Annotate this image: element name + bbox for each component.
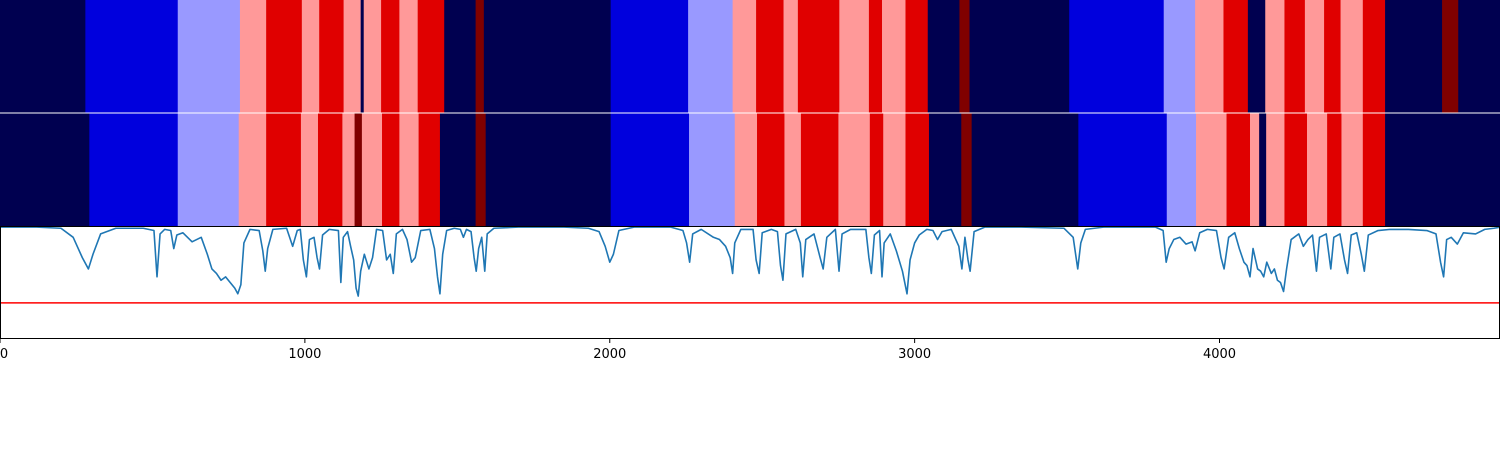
heatmap-cell-row2-2 (177, 113, 240, 226)
heatmap-cell-row1-13 (444, 0, 477, 113)
x-axis: 0 1000 2000 3000 4000 (0, 339, 1236, 362)
heatmap-cell-row2-1 (89, 113, 179, 226)
heatmap-cell-row2-7 (342, 113, 355, 226)
heatmap-cell-row1-29 (1069, 0, 1165, 113)
heatmap-cell-row2-34 (1259, 113, 1267, 226)
heatmap-cell-row2-22 (838, 113, 871, 226)
heatmap-cell-row2-25 (905, 113, 930, 226)
heatmap-cell-row1-14 (475, 0, 485, 113)
heatmap-cell-row1-9 (363, 0, 382, 113)
heatmap-cell-row2-36 (1284, 113, 1308, 226)
heatmap-cell-row1-21 (797, 0, 840, 113)
heatmap-cell-row2-27 (961, 113, 973, 226)
heatmap-cell-row2-17 (689, 113, 736, 226)
heatmap-cell-row1-6 (319, 0, 344, 113)
heatmap-cell-row2-40 (1362, 113, 1386, 226)
heatmap-cell-row2-12 (418, 113, 441, 226)
heatmap-cell-row2-6 (317, 113, 343, 226)
heatmap-cell-row2-8 (354, 113, 363, 226)
heatmap-cell-row2-19 (757, 113, 785, 226)
heatmap-cell-row2-16 (610, 113, 690, 226)
heatmap-cell-row1-33 (1247, 0, 1266, 113)
heatmap-cell-row2-14 (475, 113, 487, 226)
heatmap-cell-row1-37 (1324, 0, 1341, 113)
heatmap-cell-row1-36 (1304, 0, 1325, 113)
heatmap-cell-row2-15 (485, 113, 612, 226)
heatmap-cell-row1-8 (360, 0, 365, 113)
heatmap-cell-row1-1 (85, 0, 179, 113)
heatmap-cell-row2-31 (1196, 113, 1227, 226)
heatmap-cell-row2-28 (971, 113, 1079, 226)
x-tick-label: 2000 (593, 347, 626, 362)
heatmap-cell-row1-23 (868, 0, 883, 113)
heatmap-cell-row1-18 (732, 0, 757, 113)
heatmap-cell-row1-38 (1340, 0, 1364, 113)
heatmap-cell-row1-12 (417, 0, 445, 113)
heatmap-cell-row1-24 (882, 0, 906, 113)
heatmap-cell-row2-4 (266, 113, 302, 226)
heatmap-cell-row1-10 (381, 0, 400, 113)
heatmap-cell-row1-3 (239, 0, 267, 113)
heatmap-cell-row2-35 (1266, 113, 1285, 226)
heatmap-cell-row2-29 (1078, 113, 1168, 226)
heatmap-cell-row2-23 (869, 113, 884, 226)
heatmap-cell-row1-15 (483, 0, 612, 113)
heatmap-cell-row1-11 (399, 0, 419, 113)
heatmap-cell-row1-30 (1163, 0, 1196, 113)
heatmap-cell-row1-34 (1265, 0, 1285, 113)
heatmap-cell-row2-9 (361, 113, 383, 226)
heatmap-row-2 (0, 113, 1500, 226)
heatmap-cell-row2-41 (1385, 113, 1500, 226)
heatmap-cell-row1-16 (610, 0, 689, 113)
heatmap-cell-row1-31 (1195, 0, 1224, 113)
heatmap-cell-row1-17 (688, 0, 734, 113)
x-tick-label: 1000 (288, 347, 321, 362)
heatmap-cell-row1-0 (0, 0, 86, 113)
heatmap-cell-row1-19 (756, 0, 784, 113)
heatmap-cell-row1-27 (959, 0, 970, 113)
heatmap-cell-row2-0 (0, 113, 90, 226)
heatmap-cell-row1-2 (177, 0, 241, 113)
line-panel-background (0, 226, 1500, 339)
heatmap-cell-row1-7 (343, 0, 362, 113)
heatmap-cell-row1-39 (1362, 0, 1386, 113)
heatmap-cell-row1-32 (1223, 0, 1249, 113)
heatmap-cell-row2-33 (1250, 113, 1260, 226)
series-line (0, 226, 1500, 297)
heatmap-cell-row2-32 (1226, 113, 1251, 226)
x-tick-label: 4000 (1203, 347, 1236, 362)
heatmap-cell-row2-39 (1341, 113, 1364, 226)
x-tick-label: 0 (0, 347, 8, 362)
heatmap-cell-row1-20 (783, 0, 799, 113)
heatmap-cell-row2-20 (784, 113, 802, 226)
heatmap-cell-row2-37 (1307, 113, 1328, 226)
heatmap-cell-row1-4 (266, 0, 303, 113)
heatmap-cell-row2-3 (238, 113, 267, 226)
heatmap-cell-row1-26 (927, 0, 960, 113)
heatmap-cell-row1-25 (905, 0, 929, 113)
heatmap-cell-row2-38 (1327, 113, 1342, 226)
heatmap-cell-row1-35 (1284, 0, 1306, 113)
heatmap-cell-row2-24 (883, 113, 906, 226)
heatmap-cell-row2-10 (382, 113, 400, 226)
heatmap-cell-row1-28 (969, 0, 1070, 113)
heatmap-cell-row2-30 (1166, 113, 1197, 226)
heatmap-cell-row1-42 (1458, 0, 1500, 113)
heatmap-cell-row2-13 (439, 113, 477, 226)
heatmap-row-1 (0, 0, 1500, 113)
heatmap-cell-row2-18 (734, 113, 758, 226)
heatmap-cell-row2-21 (800, 113, 839, 226)
heatmap-cell-row2-11 (399, 113, 419, 226)
heatmap-cell-row1-22 (839, 0, 870, 113)
heatmap-cell-row1-41 (1442, 0, 1459, 113)
heatmap-cell-row2-26 (928, 113, 962, 226)
x-tick-label: 3000 (898, 347, 931, 362)
heatmap-cell-row1-40 (1385, 0, 1443, 113)
heatmap-cell-row2-5 (300, 113, 319, 226)
heatmap-cell-row1-5 (301, 0, 320, 113)
